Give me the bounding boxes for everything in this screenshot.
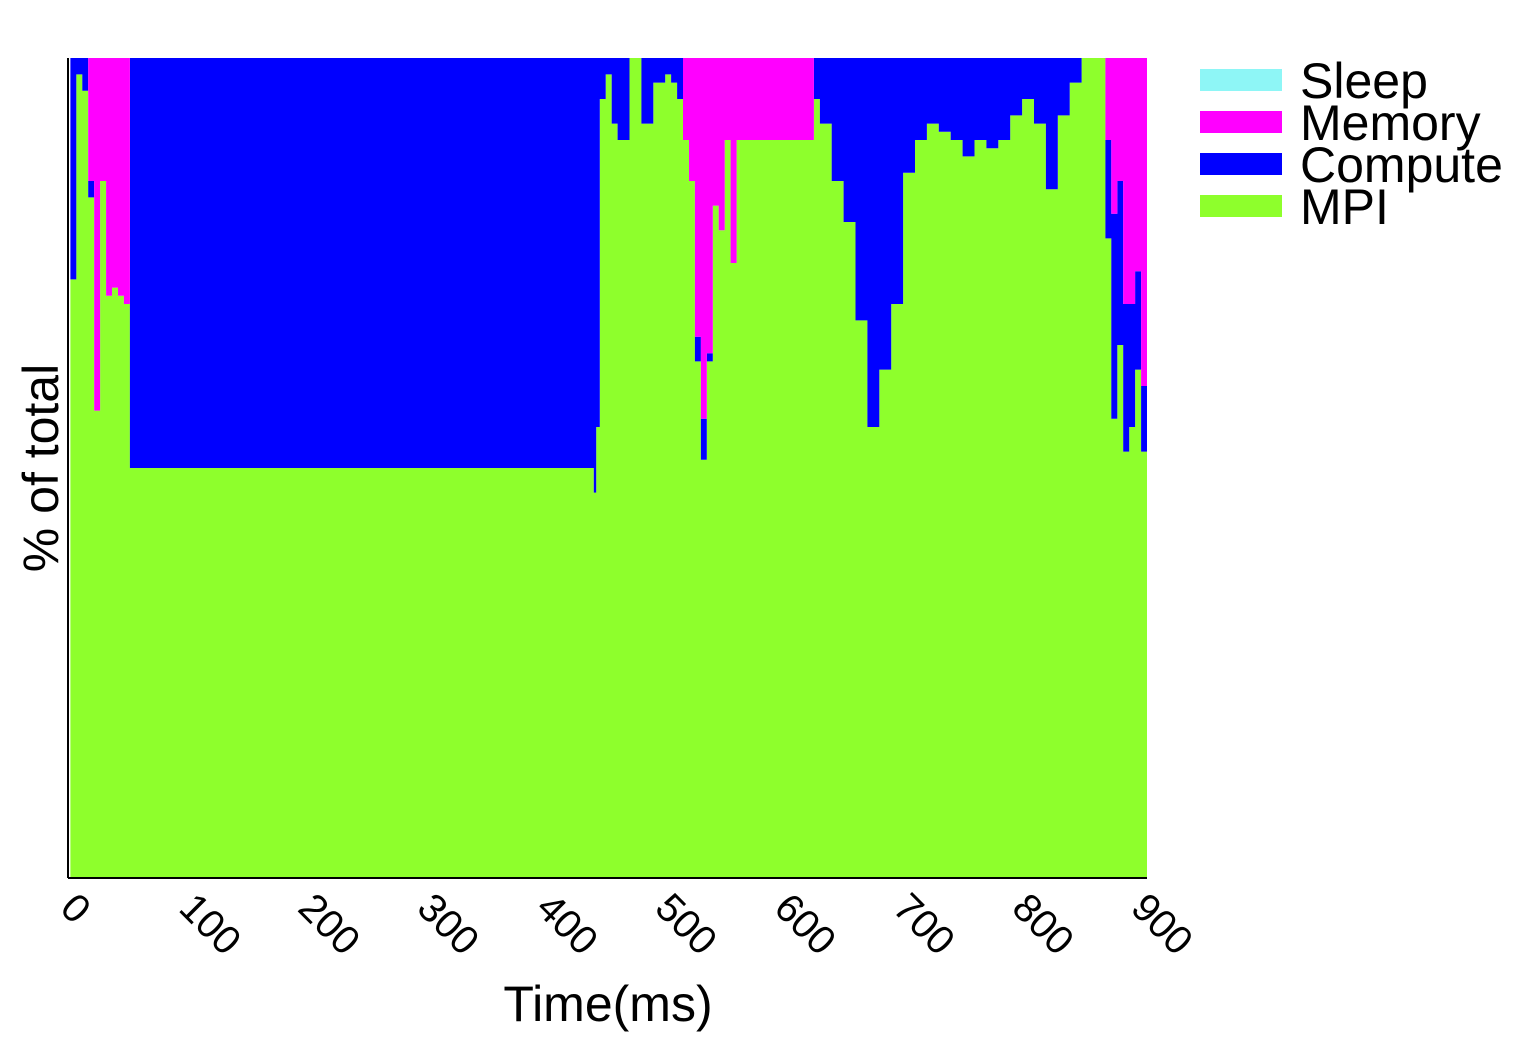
axes [67, 58, 1147, 879]
x-tick-label: 700 [885, 885, 963, 963]
legend-label-sleep: Sleep [1300, 53, 1428, 109]
x-tick-label: 0 [52, 885, 99, 932]
x-tick-label: 900 [1123, 885, 1201, 963]
area-series-compute [70, 58, 1147, 493]
legend-label-mpi: MPI [1300, 179, 1389, 235]
x-tick-label: 100 [171, 885, 249, 963]
x-tick-label: 800 [1004, 885, 1082, 963]
x-tick-label: 500 [647, 885, 725, 963]
x-tick-label: 600 [766, 885, 844, 963]
legend-swatch-sleep [1200, 69, 1282, 91]
area-series-mpi [70, 58, 1147, 878]
y-axis-title: % of total [13, 364, 69, 572]
legend-label-memory: Memory [1300, 95, 1481, 151]
x-tick-labels: 0 100 200 300 400 500 600 700 800 900 [52, 885, 1201, 963]
legend-swatch-memory [1200, 111, 1282, 133]
x-tick-label: 300 [409, 885, 487, 963]
plot-areas [70, 58, 1147, 878]
x-axis-title: Time(ms) [503, 976, 712, 1032]
x-tick-label: 400 [528, 885, 606, 963]
x-tick-label: 200 [290, 885, 368, 963]
legend-label-compute: Compute [1300, 137, 1503, 193]
legend-swatch-mpi [1200, 195, 1282, 217]
legend-swatch-compute [1200, 153, 1282, 175]
